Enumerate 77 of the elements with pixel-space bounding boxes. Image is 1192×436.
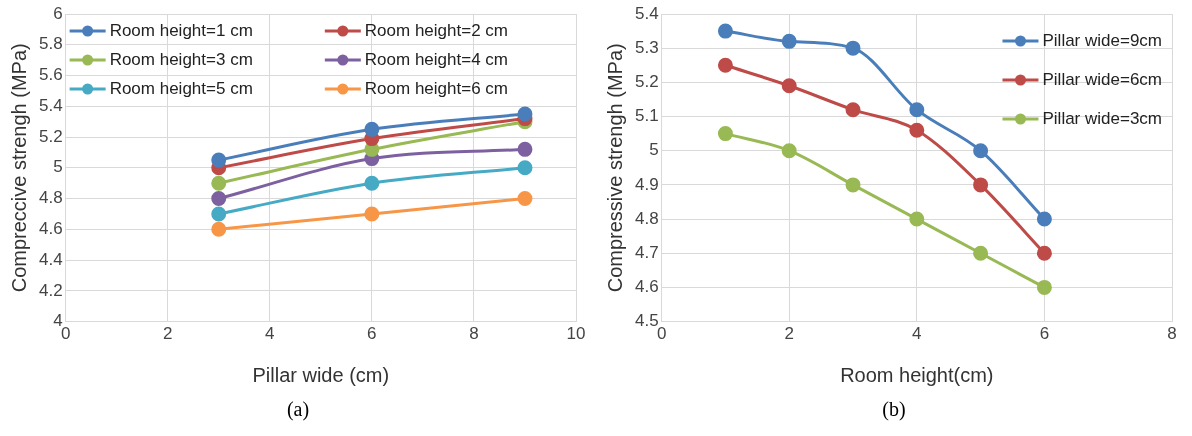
y-tick-label: 5.2 bbox=[634, 72, 659, 92]
legend-label: Room height=5 cm bbox=[109, 78, 253, 98]
point bbox=[909, 122, 925, 138]
y-tick-label: 4.6 bbox=[634, 277, 659, 297]
point bbox=[1036, 245, 1052, 261]
y-tick-label: 5.4 bbox=[634, 3, 659, 23]
y-tick-label: 5.3 bbox=[634, 37, 659, 57]
point bbox=[364, 206, 380, 222]
y-tick-label: 5.1 bbox=[634, 106, 659, 126]
point bbox=[364, 121, 380, 137]
x-tick-label: 8 bbox=[1167, 324, 1177, 344]
point bbox=[845, 177, 861, 193]
y-tick-label: 4.5 bbox=[634, 311, 659, 331]
point bbox=[211, 152, 227, 168]
y-tick-label: 4.7 bbox=[634, 242, 659, 262]
point bbox=[909, 211, 925, 227]
x-axis-title: Pillar wide (cm) bbox=[252, 363, 390, 386]
point bbox=[717, 23, 733, 39]
point bbox=[973, 177, 989, 193]
x-tick-label: 6 bbox=[1039, 324, 1050, 344]
point bbox=[1036, 279, 1052, 295]
text: (b) bbox=[881, 398, 907, 421]
y-axis-title: Compreccive strengh (MPa) bbox=[7, 43, 30, 293]
y-tick-label: 4.4 bbox=[38, 249, 63, 269]
point bbox=[1036, 211, 1052, 227]
point bbox=[973, 245, 989, 261]
legend-label: Room height=1 cm bbox=[109, 20, 253, 40]
y-tick-label: 5 bbox=[53, 157, 63, 177]
x-tick-label: 2 bbox=[784, 324, 794, 344]
legend-label: Room height=3 cm bbox=[109, 49, 253, 69]
point bbox=[211, 206, 227, 222]
legend-label: Room height=2 cm bbox=[364, 20, 508, 40]
x-tick-label: 8 bbox=[469, 324, 479, 344]
legend-label: Pillar wide=6cm bbox=[1042, 69, 1162, 89]
point bbox=[781, 78, 797, 94]
x-tick-label: 4 bbox=[912, 324, 922, 344]
point bbox=[973, 143, 989, 159]
y-tick-label: 4.6 bbox=[38, 219, 63, 239]
y-tick-label: 5.2 bbox=[38, 126, 63, 146]
x-tick-label: 4 bbox=[265, 324, 275, 344]
point bbox=[845, 102, 861, 118]
point bbox=[781, 143, 797, 159]
x-tick-label: 0 bbox=[656, 324, 667, 344]
legend-label: Room height=6 cm bbox=[364, 78, 508, 98]
point bbox=[717, 57, 733, 73]
point bbox=[211, 191, 227, 207]
y-tick-label: 5.6 bbox=[38, 65, 63, 85]
x-tick-label: 0 bbox=[60, 324, 71, 344]
point bbox=[517, 160, 533, 176]
point bbox=[517, 106, 533, 122]
point bbox=[717, 126, 733, 142]
point bbox=[364, 175, 380, 191]
text: (a) bbox=[285, 398, 311, 421]
point bbox=[517, 191, 533, 207]
y-tick-label: 5.8 bbox=[38, 34, 63, 54]
y-tick-label: 4.8 bbox=[634, 208, 659, 228]
point bbox=[781, 33, 797, 49]
legend-label: Pillar wide=9cm bbox=[1042, 30, 1162, 50]
point bbox=[845, 40, 861, 56]
point bbox=[211, 175, 227, 191]
x-axis-title: Room height(cm) bbox=[840, 363, 994, 386]
legend-label: Pillar wide=3cm bbox=[1042, 108, 1162, 128]
point bbox=[909, 102, 925, 118]
x-tick-label: 2 bbox=[162, 324, 173, 344]
y-tick-label: 4.9 bbox=[634, 174, 659, 194]
legend-label: Room height=4 cm bbox=[364, 49, 508, 69]
y-tick-label: 4 bbox=[53, 311, 63, 331]
y-tick-label: 6 bbox=[53, 3, 63, 23]
x-tick-label: 10 bbox=[566, 324, 586, 344]
y-tick-label: 5.4 bbox=[38, 95, 63, 115]
y-axis-title: Compressive strengh (MPa) bbox=[603, 43, 626, 293]
y-tick-label: 5 bbox=[649, 140, 659, 160]
point bbox=[211, 221, 227, 237]
y-tick-label: 4.2 bbox=[38, 280, 63, 300]
x-tick-label: 6 bbox=[367, 324, 377, 344]
point bbox=[517, 141, 533, 157]
y-tick-label: 4.8 bbox=[38, 188, 63, 208]
